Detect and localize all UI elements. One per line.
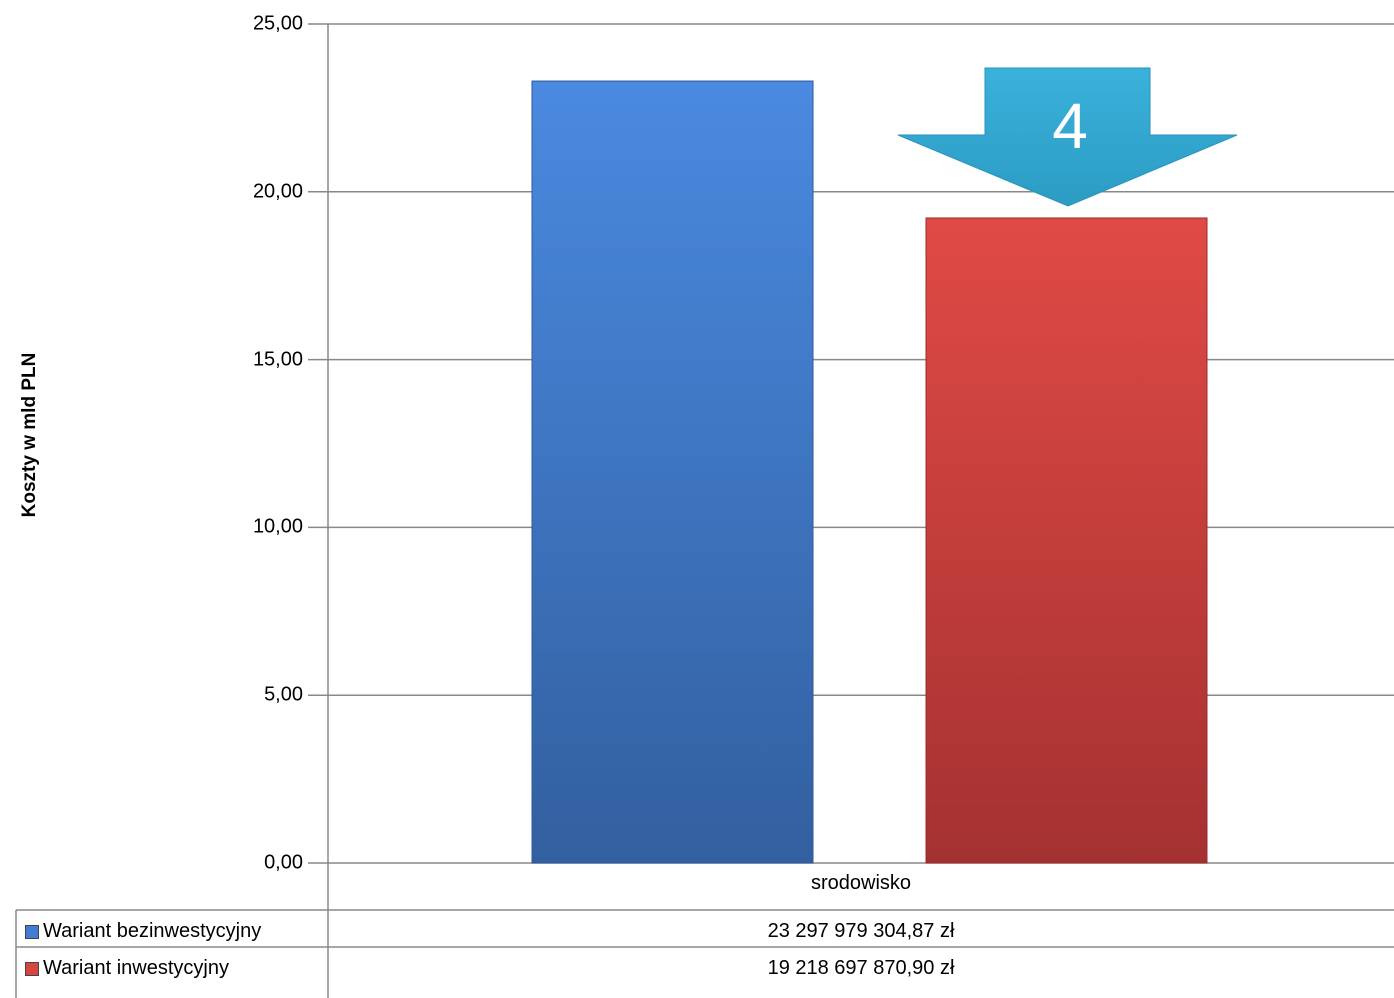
gridlines <box>308 23 1394 864</box>
y-axis-title: Koszty w mld PLN <box>19 352 40 518</box>
y-tick-label: 25,00 <box>252 12 303 35</box>
category-label: srodowisko <box>810 872 912 894</box>
y-tick-label: 15,00 <box>252 348 303 371</box>
red-swatch-icon <box>25 961 39 976</box>
blue-swatch-icon <box>25 924 39 939</box>
bar-inwestycyjny <box>925 217 1208 864</box>
table-lines <box>15 24 1394 998</box>
y-tick-label: 5,00 <box>264 683 303 706</box>
table-value-bezinwestycyjny: 23 297 979 304,87 zł <box>767 920 955 942</box>
arrow-annotation-number: 4 <box>1052 90 1088 162</box>
bars <box>531 80 1208 864</box>
table-value-inwestycyjny: 19 218 697 870,90 zł <box>767 957 955 979</box>
down-arrow-annotation <box>897 67 1238 207</box>
y-tick-label: 10,00 <box>252 515 303 538</box>
legend-entry-inwestycyjny: Wariant inwestycyjny <box>16 951 326 985</box>
bar-bezinwestycyjny <box>531 80 814 864</box>
y-tick-label: 0,00 <box>264 851 303 874</box>
y-tick-label: 20,00 <box>252 180 303 203</box>
legend-entry-bezinwestycyjny: Wariant bezinwestycyjny <box>16 914 326 948</box>
